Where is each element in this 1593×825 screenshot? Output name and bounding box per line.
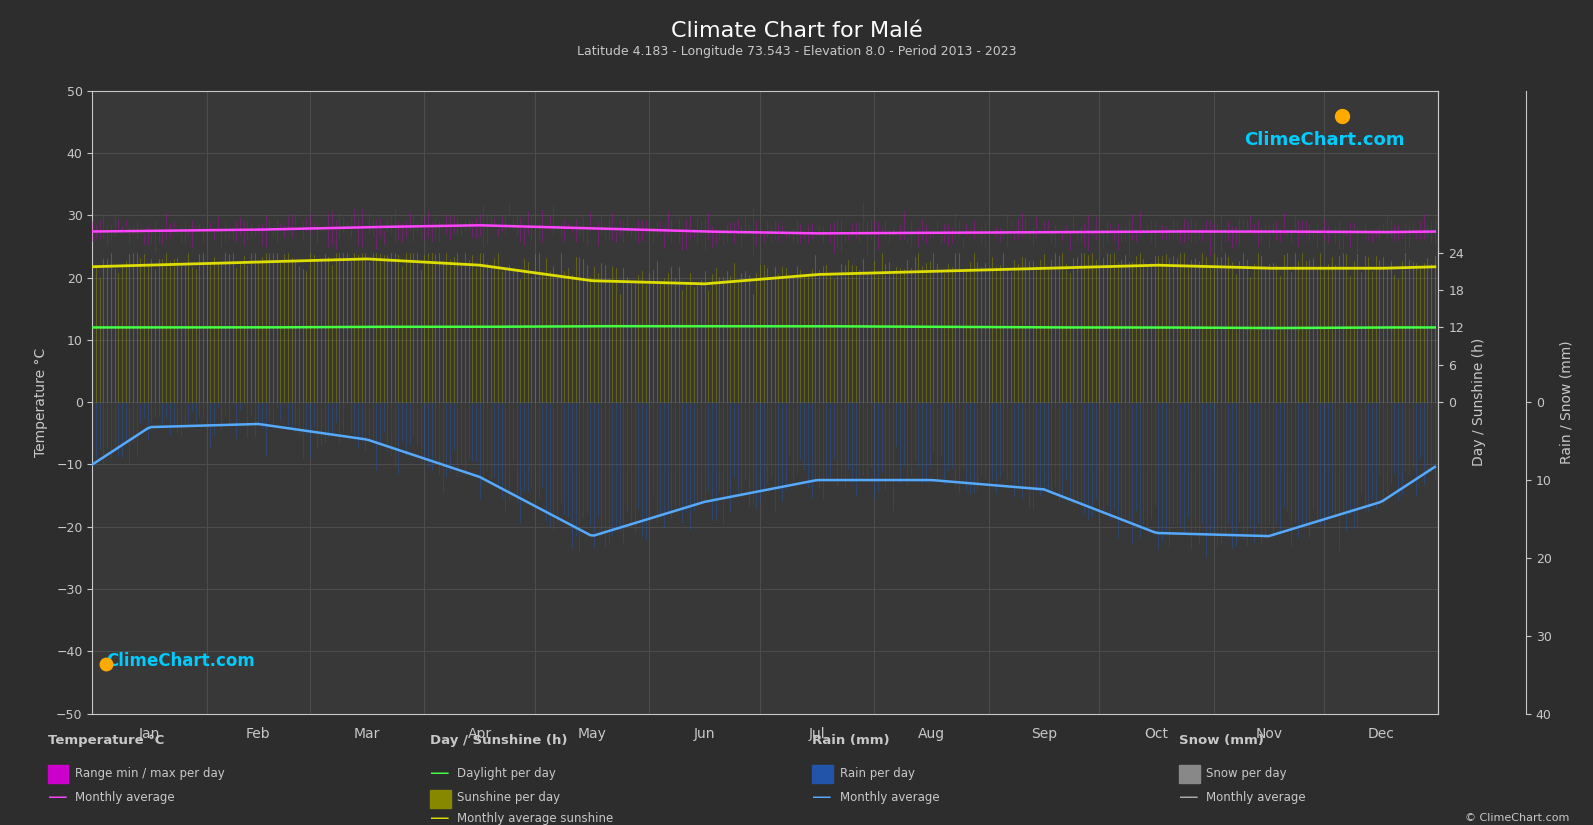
Y-axis label: Temperature °C: Temperature °C (33, 347, 48, 457)
Text: Snow per day: Snow per day (1206, 766, 1287, 780)
Text: —: — (48, 788, 67, 808)
Text: —: — (430, 808, 449, 825)
Text: —: — (1179, 788, 1198, 808)
Text: Rain (mm): Rain (mm) (812, 733, 890, 747)
Text: Rain per day: Rain per day (840, 766, 914, 780)
Text: Monthly average sunshine: Monthly average sunshine (457, 812, 613, 825)
Text: Range min / max per day: Range min / max per day (75, 766, 225, 780)
Text: Monthly average: Monthly average (75, 791, 175, 804)
Text: ClimeChart.com: ClimeChart.com (1244, 131, 1405, 149)
Text: Monthly average: Monthly average (840, 791, 940, 804)
Text: Daylight per day: Daylight per day (457, 766, 556, 780)
Text: —: — (430, 763, 449, 783)
Text: Monthly average: Monthly average (1206, 791, 1306, 804)
Text: ClimeChart.com: ClimeChart.com (105, 652, 255, 670)
Text: Snow (mm): Snow (mm) (1179, 733, 1263, 747)
Text: —: — (812, 788, 832, 808)
Y-axis label: Day / Sunshine (h): Day / Sunshine (h) (1472, 338, 1486, 466)
Text: Climate Chart for Malé: Climate Chart for Malé (671, 21, 922, 40)
Text: Latitude 4.183 - Longitude 73.543 - Elevation 8.0 - Period 2013 - 2023: Latitude 4.183 - Longitude 73.543 - Elev… (577, 45, 1016, 59)
Text: Sunshine per day: Sunshine per day (457, 791, 561, 804)
Text: Day / Sunshine (h): Day / Sunshine (h) (430, 733, 567, 747)
Text: Temperature °C: Temperature °C (48, 733, 164, 747)
Text: © ClimeChart.com: © ClimeChart.com (1464, 813, 1569, 823)
Y-axis label: Rain / Snow (mm): Rain / Snow (mm) (1560, 341, 1574, 464)
